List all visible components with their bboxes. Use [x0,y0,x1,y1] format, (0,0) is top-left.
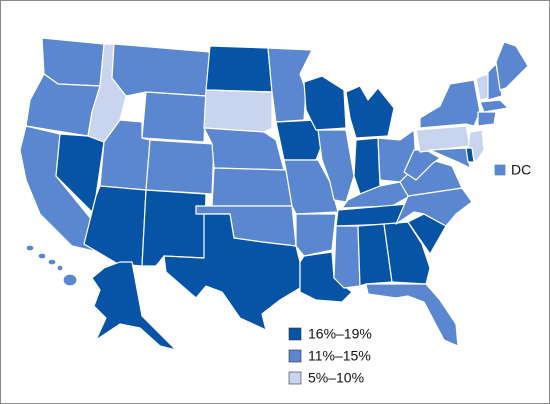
island [62,273,78,287]
legend-swatch [288,349,302,363]
legend-swatch [288,327,302,341]
legend: 16%–19% 11%–15% 5%–10% [288,326,372,386]
state [299,251,353,303]
dc-label: DC [511,162,531,178]
legend-label: 5%–10% [308,370,364,386]
legend-label: 16%–19% [308,326,372,342]
state [205,45,273,93]
state [429,147,471,169]
state [295,213,337,257]
legend-swatch [288,371,302,385]
state [275,119,325,161]
state [365,283,459,347]
state [353,137,381,195]
state [345,85,395,139]
state [303,75,347,131]
state [333,225,361,289]
state [465,147,475,163]
state [91,261,177,351]
state [141,189,207,267]
state [283,159,339,215]
state [317,129,355,203]
island [37,252,47,260]
state [477,111,497,127]
state [267,47,313,123]
legend-label: 11%–15% [308,348,371,364]
state [111,43,211,97]
dc-box [493,163,507,177]
state [203,89,273,133]
island [47,258,57,266]
us-map [19,37,529,351]
state [487,63,503,101]
island [56,264,64,272]
state [495,41,529,91]
state [479,99,509,113]
state [141,91,207,143]
state [145,139,215,195]
state [163,213,301,331]
state [357,223,393,287]
island [25,244,35,252]
state [211,167,293,207]
